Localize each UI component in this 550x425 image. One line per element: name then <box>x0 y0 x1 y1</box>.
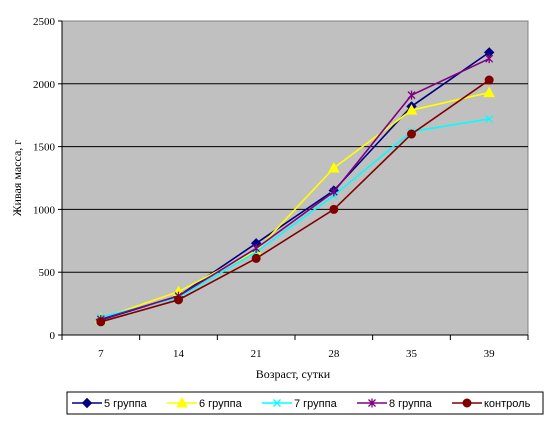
legend-label: контроль <box>484 398 531 410</box>
data-point <box>485 115 494 123</box>
legend-marker <box>368 398 376 408</box>
x-tick-label: 28 <box>328 348 340 360</box>
legend-marker <box>176 396 188 408</box>
y-tick-label: 1000 <box>33 204 56 216</box>
x-tick-label: 39 <box>484 348 496 360</box>
x-axis-title: Возраст, сутки <box>256 367 331 381</box>
x-tick-labels: 7 14 21 28 35 39 <box>98 348 495 360</box>
series-group <box>94 47 496 327</box>
x-tick-label: 21 <box>251 348 262 360</box>
y-tick-label: 500 <box>39 267 56 279</box>
y-tick-label: 2500 <box>33 16 56 28</box>
series-line <box>100 91 490 320</box>
data-point <box>329 187 338 197</box>
data-point <box>96 317 106 327</box>
legend-label: 8 группа <box>389 398 433 410</box>
legend-item: 6 группа <box>167 396 243 410</box>
data-point <box>484 75 494 85</box>
data-point <box>327 161 340 173</box>
x-tick-label: 14 <box>173 348 185 360</box>
y-tick-label: 0 <box>50 330 56 342</box>
series-line <box>100 57 490 321</box>
x-tick-label: 35 <box>406 348 418 360</box>
legend-marker <box>81 397 93 409</box>
data-point <box>405 104 418 115</box>
data-point <box>251 253 261 263</box>
legend-marker <box>273 399 281 407</box>
legend-label: 5 группа <box>104 398 148 410</box>
plot-area <box>61 20 529 336</box>
data-point <box>252 243 261 253</box>
axes <box>58 20 529 340</box>
y-tick-label: 2000 <box>33 79 56 91</box>
data-point <box>485 54 494 64</box>
series-5 <box>96 75 494 327</box>
legend-item: контроль <box>452 398 531 410</box>
y-axis-title: Живая масса, г <box>10 140 24 216</box>
data-point <box>329 204 339 214</box>
y-tick-label: 1500 <box>33 142 56 154</box>
data-point <box>174 295 183 305</box>
legend-label: 6 группа <box>199 398 243 410</box>
legend-marker <box>462 398 472 408</box>
legend-box <box>66 391 544 415</box>
legend-item: 5 группа <box>72 397 148 410</box>
data-point <box>407 129 416 139</box>
legend: 5 группа 6 группа 7 группа 8 группа контроль <box>72 396 531 410</box>
legend-item: 7 группа <box>262 398 338 410</box>
gridlines <box>62 83 528 273</box>
series-line <box>100 79 490 323</box>
y-tick-labels: 0 500 1000 1500 2000 2500 <box>33 16 56 342</box>
x-tick-label: 7 <box>98 348 104 360</box>
data-point <box>407 90 416 100</box>
legend-item: 8 группа <box>357 398 433 410</box>
data-point <box>483 86 496 98</box>
legend-label: 7 группа <box>294 398 338 410</box>
